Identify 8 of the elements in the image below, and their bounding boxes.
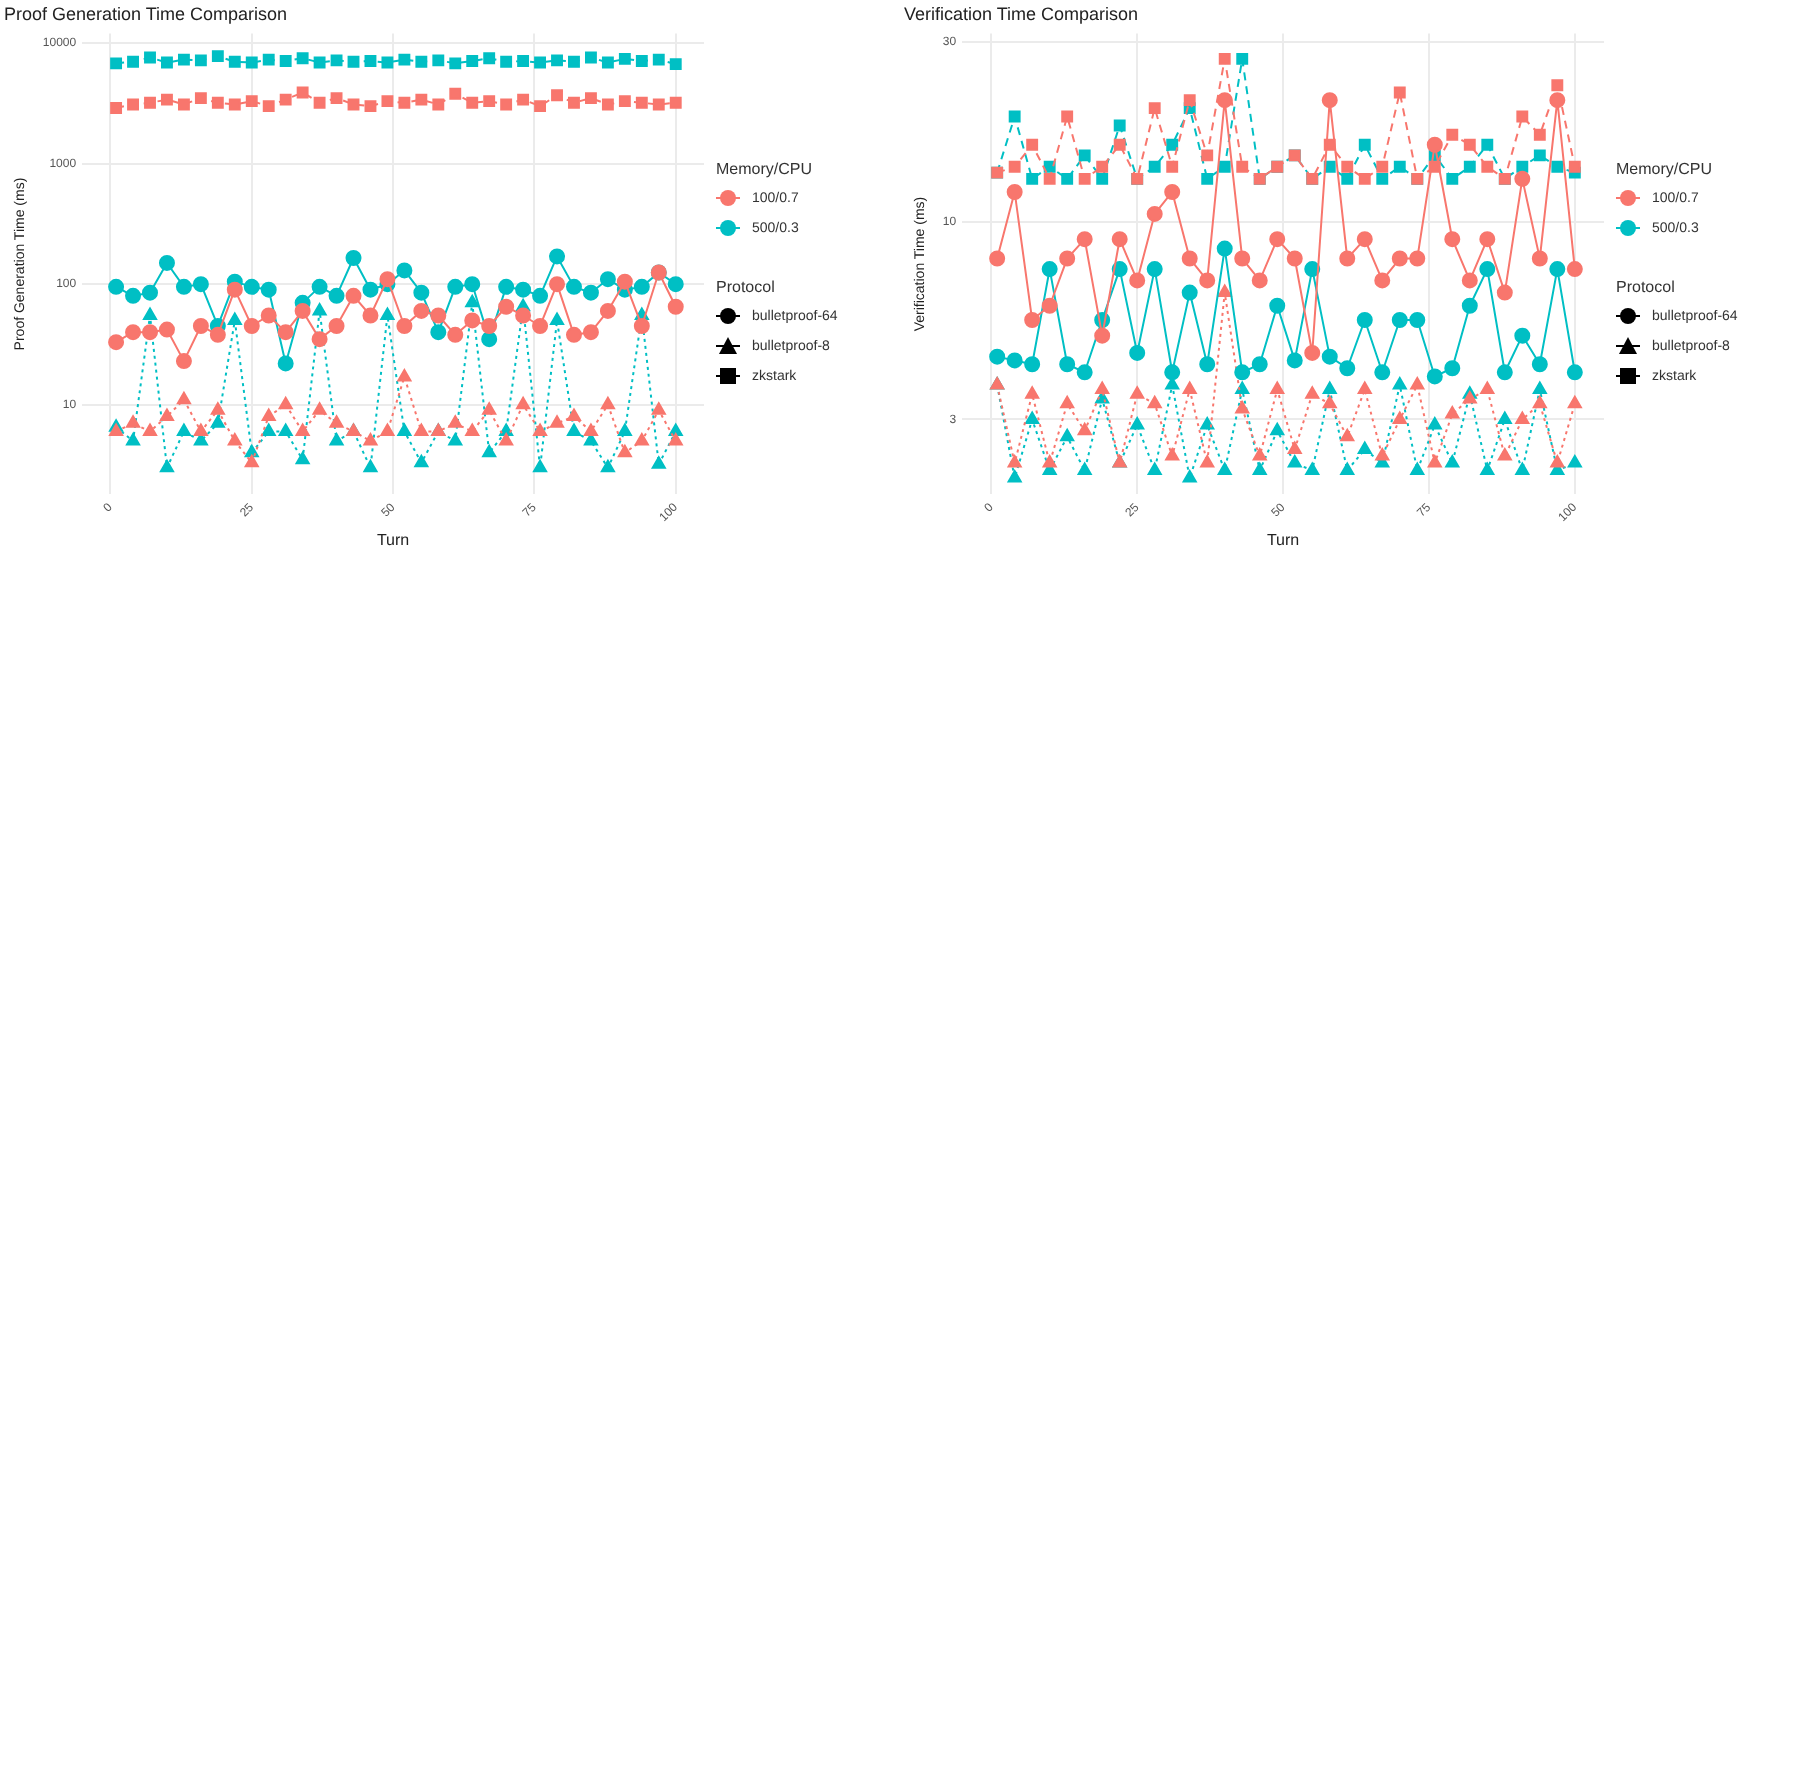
- legend-title: Memory/CPU: [1616, 160, 1715, 178]
- chart-title: Proof Generation Time Comparison: [4, 3, 288, 24]
- legend-title: Memory/CPU: [716, 160, 815, 178]
- chart-title: Verification Time Comparison: [904, 3, 1139, 24]
- x-axis-title: Turn: [1266, 530, 1300, 549]
- x-axis-title: Turn: [376, 530, 410, 549]
- text: Protocol: [1616, 278, 1677, 296]
- text: Protocol: [716, 278, 777, 296]
